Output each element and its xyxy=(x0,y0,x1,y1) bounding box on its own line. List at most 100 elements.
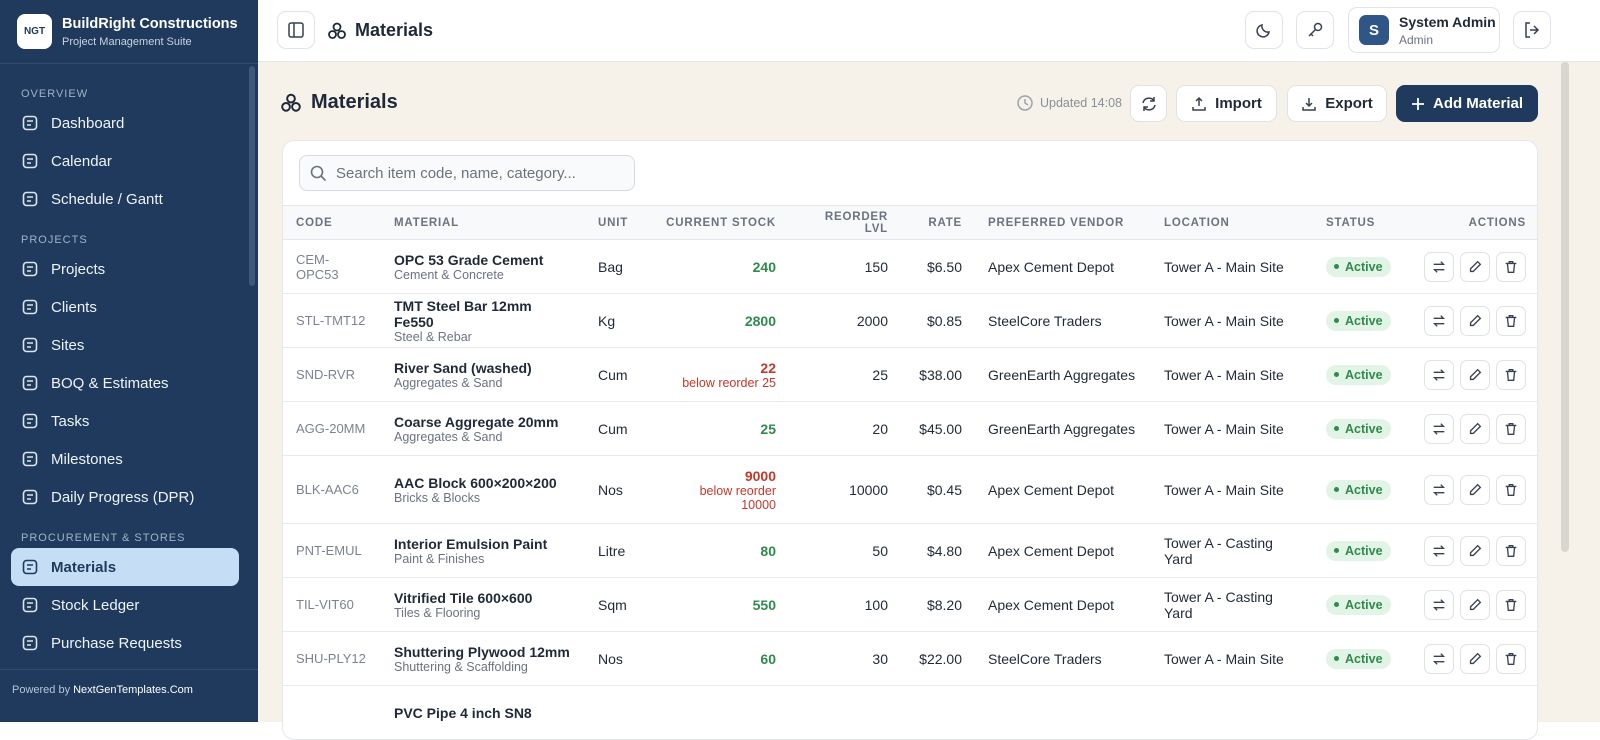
column-header: CODE xyxy=(283,205,381,240)
nav-item[interactable]: Tasks xyxy=(11,402,239,440)
cell xyxy=(1401,577,1537,632)
toggle-sidebar[interactable] xyxy=(277,11,315,49)
add-material-button[interactable]: Add Material xyxy=(1396,85,1538,122)
adjust-stock-button[interactable] xyxy=(1424,359,1454,390)
nav-label: Tasks xyxy=(51,412,90,430)
cell: Active xyxy=(1313,577,1401,632)
delete-button[interactable] xyxy=(1496,474,1526,505)
cell: Active xyxy=(1313,455,1401,524)
cell: Tower A - Casting Yard xyxy=(1151,577,1313,632)
cell: $8.20 xyxy=(901,577,975,632)
reorder-level: 30 xyxy=(872,650,888,667)
reorder-level: 2000 xyxy=(856,312,888,329)
table-row: AGG-20MM Coarse Aggregate 20mm Aggregates … xyxy=(283,401,1537,456)
table-row: SHU-PLY12 Shuttering Plywood 12mm Shutteri… xyxy=(283,631,1537,686)
cell: Apex Cement Depot xyxy=(975,455,1151,524)
import-button[interactable]: Import xyxy=(1176,85,1277,122)
adjust-stock-button[interactable] xyxy=(1424,413,1454,444)
edit-button[interactable] xyxy=(1460,305,1490,336)
location: Tower A - Main Site xyxy=(1164,481,1284,498)
footer-link[interactable]: NextGenTemplates.Com xyxy=(73,684,193,696)
rate: $22.00 xyxy=(919,650,962,667)
nav-item[interactable]: Clients xyxy=(11,288,239,326)
cell: GreenEarth Aggregates xyxy=(975,347,1151,402)
settings-key[interactable] xyxy=(1296,11,1334,49)
adjust-stock-button[interactable] xyxy=(1424,305,1454,336)
nav-item[interactable]: Sites xyxy=(11,326,239,364)
nav-item[interactable]: Projects xyxy=(11,250,239,288)
user-menu[interactable]: S System Admin Admin xyxy=(1348,7,1500,53)
cell: AGG-20MM xyxy=(283,401,381,456)
nav-item[interactable]: Schedule / Gantt xyxy=(11,180,239,218)
edit-button[interactable] xyxy=(1460,474,1490,505)
refresh-button[interactable] xyxy=(1130,85,1167,122)
unit: Cum xyxy=(598,366,628,383)
vendor: Apex Cement Depot xyxy=(988,258,1115,275)
cell: STL-TMT12 xyxy=(283,293,381,348)
cell: Kg xyxy=(585,293,641,348)
reorder-level: 100 xyxy=(864,596,888,613)
delete-button[interactable] xyxy=(1496,643,1526,674)
delete-button[interactable] xyxy=(1496,359,1526,390)
material-category: Tiles & Flooring xyxy=(394,605,481,620)
cell: $45.00 xyxy=(901,401,975,456)
location: Tower A - Main Site xyxy=(1164,258,1284,275)
import-label: Import xyxy=(1215,95,1262,112)
nav-label: Materials xyxy=(51,558,117,576)
adjust-stock-button[interactable] xyxy=(1424,643,1454,674)
cell: 20 xyxy=(789,401,901,456)
cell: 10000 xyxy=(789,455,901,524)
nav-item[interactable]: Purchase Requests xyxy=(11,624,239,662)
adjust-stock-button[interactable] xyxy=(1424,589,1454,620)
adjust-stock-button[interactable] xyxy=(1424,535,1454,566)
delete-button[interactable] xyxy=(1496,535,1526,566)
cell: GreenEarth Aggregates xyxy=(975,401,1151,456)
edit-button[interactable] xyxy=(1460,413,1490,444)
edit-button[interactable] xyxy=(1460,535,1490,566)
export-button[interactable]: Export xyxy=(1287,85,1387,122)
location: Tower A - Main Site xyxy=(1164,366,1284,383)
cell: Tower A - Main Site xyxy=(1151,293,1313,348)
edit-button[interactable] xyxy=(1460,359,1490,390)
nav-item[interactable]: Stock Ledger xyxy=(11,586,239,624)
status-dot xyxy=(1334,602,1339,608)
nav-section: PROCUREMENT & STORES Materials Stock Ledge… xyxy=(0,528,258,662)
materials-card: Search item code, name, category... CODE… xyxy=(282,140,1538,740)
column-header: MATERIAL xyxy=(381,205,585,240)
rate: $0.85 xyxy=(926,312,962,329)
cell: Active xyxy=(1313,293,1401,348)
adjust-stock-button[interactable] xyxy=(1424,251,1454,282)
edit-button[interactable] xyxy=(1460,643,1490,674)
nav-item[interactable]: Milestones xyxy=(11,440,239,478)
edit-button[interactable] xyxy=(1460,251,1490,282)
unit: Nos xyxy=(598,481,623,498)
page-title: Materials xyxy=(311,91,398,113)
sidebar: NGT BuildRight Constructions Project Mana… xyxy=(0,0,258,722)
adjust-stock-button[interactable] xyxy=(1424,474,1454,505)
delete-button[interactable] xyxy=(1496,305,1526,336)
cell: SND-RVR xyxy=(283,347,381,402)
delete-button[interactable] xyxy=(1496,413,1526,444)
cell: $4.80 xyxy=(901,523,975,578)
nav-item[interactable]: Calendar xyxy=(11,142,239,180)
search-input[interactable]: Search item code, name, category... xyxy=(299,155,635,191)
brand-name: BuildRight Constructions xyxy=(62,15,238,32)
delete-button[interactable] xyxy=(1496,589,1526,620)
material-category: Shuttering & Scaffolding xyxy=(394,659,528,674)
nav-label: Stock Ledger xyxy=(51,596,140,614)
main-scrollbar xyxy=(1561,62,1569,552)
cell: Bag xyxy=(585,239,641,294)
materials-icon xyxy=(328,22,346,39)
delete-button[interactable] xyxy=(1496,251,1526,282)
logout[interactable] xyxy=(1513,11,1551,49)
nav-label: Schedule / Gantt xyxy=(51,190,163,208)
nav-item[interactable]: Daily Progress (DPR) xyxy=(11,478,239,516)
nav-item[interactable]: BOQ & Estimates xyxy=(11,364,239,402)
theme-toggle[interactable] xyxy=(1245,11,1283,49)
nav-item[interactable]: Dashboard xyxy=(11,104,239,142)
cell: Nos xyxy=(585,455,641,524)
status-badge: Active xyxy=(1326,479,1391,500)
edit-button[interactable] xyxy=(1460,589,1490,620)
nav-item[interactable]: Materials xyxy=(11,548,239,586)
cell: 2000 xyxy=(789,293,901,348)
